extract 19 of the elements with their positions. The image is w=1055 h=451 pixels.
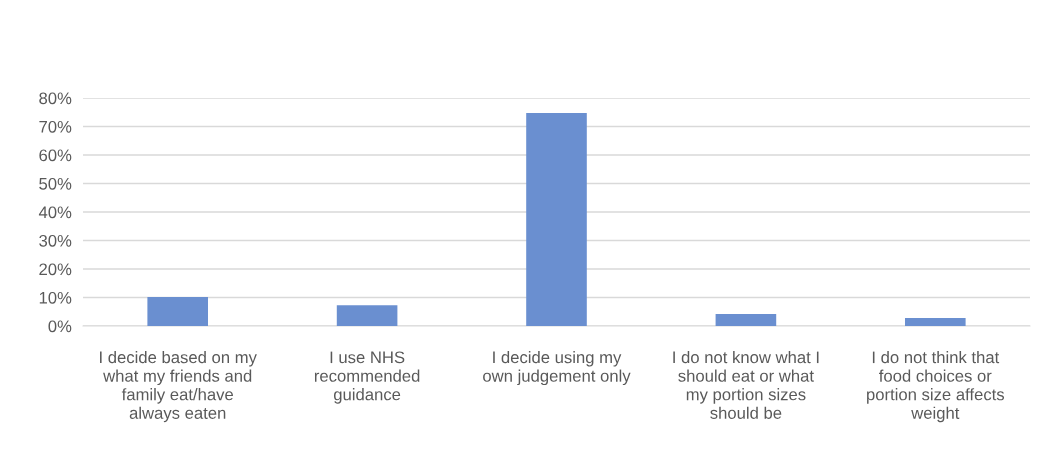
bar (147, 296, 208, 326)
bar (526, 113, 587, 326)
x-tick-label: I do not know what I should eat or what my portion sizes should be (673, 351, 819, 419)
y-tick-label: 60% (39, 149, 72, 162)
y-tick-label: 0% (48, 320, 72, 333)
y-tick-label: 40% (38, 206, 72, 219)
y-tick-label: 20% (39, 263, 72, 276)
x-tick-label: I decide using my own judgement only (483, 351, 631, 386)
y-tick-label: 70% (39, 120, 72, 133)
x-tick-label: I decide based on my what my friends and family eat/have always eaten (100, 351, 257, 423)
bar (715, 314, 777, 326)
y-tick-label: 30% (39, 234, 72, 247)
y-tick-label: 50% (39, 177, 72, 190)
y-tick-label: 10% (39, 291, 72, 304)
x-tick-label: I use NHS recommended guidance (314, 351, 420, 404)
bar (905, 318, 966, 326)
bar (336, 305, 398, 326)
x-tick-label: I do not think that food choices or portion size affects weight (867, 351, 1005, 423)
y-tick-label: 80% (39, 92, 72, 105)
